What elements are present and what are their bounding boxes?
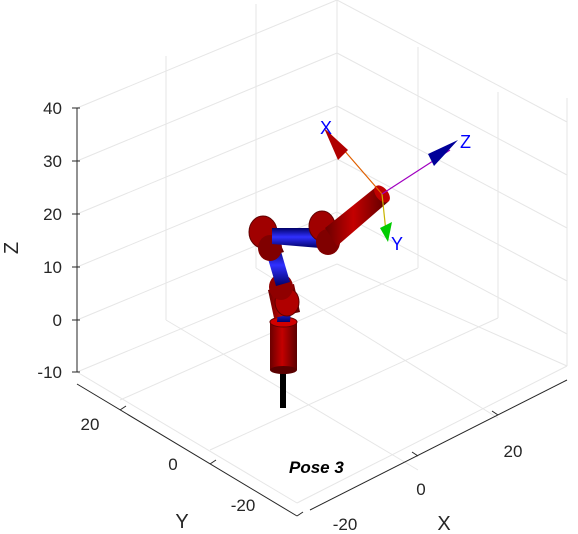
z-axis-label: Z [1, 242, 23, 254]
base-cylinder [269, 316, 298, 374]
z-tick-label: 30 [43, 152, 62, 171]
base-post [280, 360, 286, 408]
y-tick-label: 20 [81, 415, 100, 434]
x-tick-label: -20 [333, 515, 358, 534]
y-tick-labels: 20 0 -20 [81, 415, 256, 515]
x-axis-label: X [437, 513, 450, 534]
z-tick-label: -10 [37, 363, 62, 382]
axis-lines [72, 107, 568, 517]
link-3 [272, 228, 320, 248]
frame-y-label: Y [391, 234, 403, 254]
z-tick-label: 10 [43, 258, 62, 277]
x-tick-label: 20 [504, 442, 523, 461]
robot-arm: X Y Z [248, 118, 471, 408]
x-tick-label: 0 [416, 480, 425, 499]
frame-x-label: X [320, 118, 332, 138]
frame-x-arrowhead [324, 128, 348, 160]
frame-z-arrowhead [428, 140, 458, 166]
frame-z-label: Z [460, 132, 471, 152]
z-tick-label: 0 [53, 311, 62, 330]
x-tick-labels: -20 0 20 [333, 442, 523, 534]
end-effector-frame: X Y Z [320, 118, 471, 254]
z-tick-labels: 40 30 20 10 0 -10 [37, 99, 62, 382]
frame-y-arrowhead [380, 222, 392, 242]
pose-title: Pose 3 [289, 458, 344, 477]
y-axis-label: Y [175, 511, 188, 533]
axes-grid [76, 0, 568, 504]
z-tick-label: 40 [43, 99, 62, 118]
y-tick-label: 0 [168, 455, 177, 474]
y-tick-label: -20 [231, 496, 256, 515]
z-tick-label: 20 [43, 205, 62, 224]
